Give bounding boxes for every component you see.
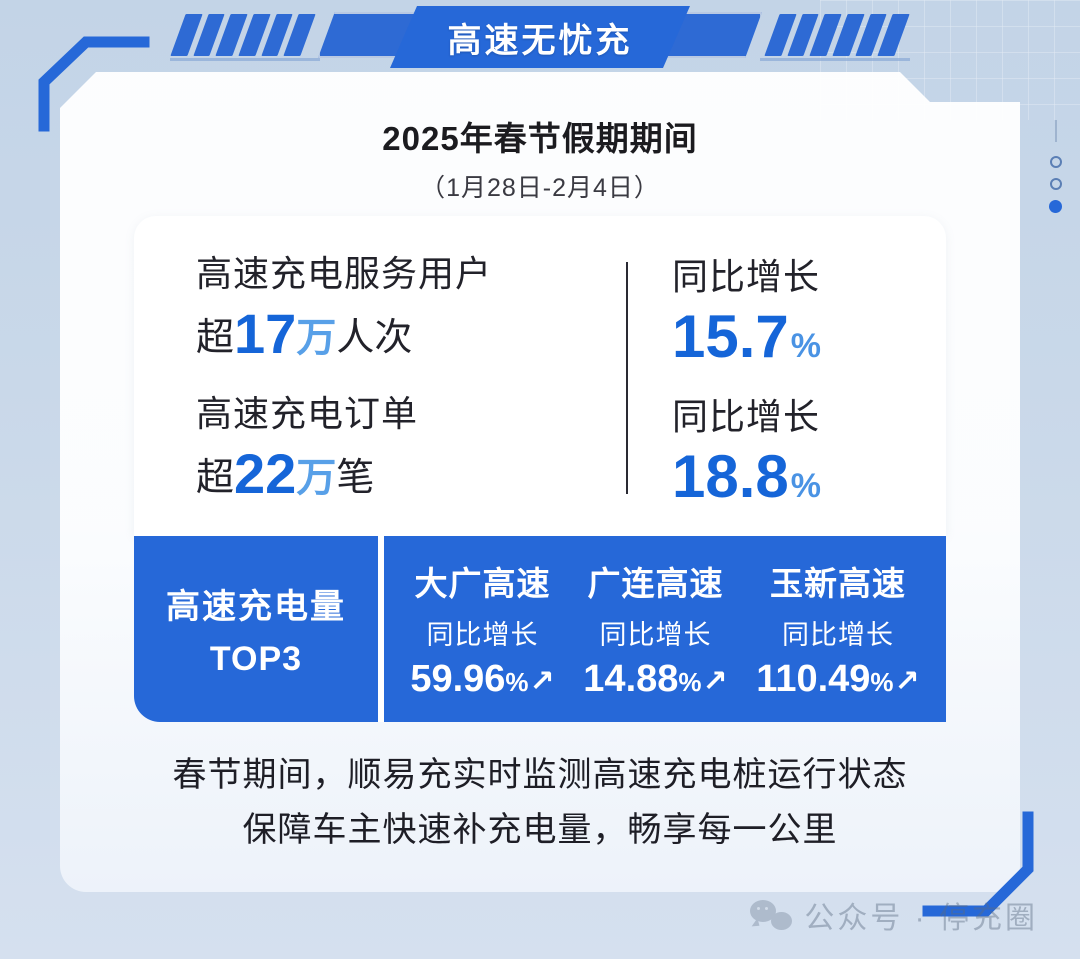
arrow-up-icon-3: ↗ (894, 665, 920, 698)
growth-value-users-wrap: 15.7% (672, 302, 946, 371)
highway-name-1: 大广高速 (414, 565, 551, 602)
stats-growth-orders: 同比增长 18.8% (614, 388, 946, 511)
footer-line-2: 保障车主快速补充电量，畅享每一公里 (242, 811, 838, 850)
arrow-up-icon-2: ↗ (702, 665, 728, 698)
highway-value-wrap-1: 59.96%↗ (410, 658, 554, 701)
growth-label-users: 同比增长 (672, 255, 821, 297)
side-dots-decoration (1049, 120, 1062, 213)
footer-description: 春节期间，顺易充实时监测高速充电桩运行状态 保障车主快速补充电量，畅享每一公里 (0, 748, 1080, 858)
header-title-plate: 高速无忧充 (390, 6, 690, 68)
top3-band: 高速充电量 TOP3 大广高速 同比增长 59.96%↗ 广连高速 同比增长 1… (134, 536, 946, 722)
stats-prefix-users: 超 (196, 316, 235, 359)
highway-name-2: 广连高速 (587, 565, 724, 602)
highway-unit-2: % (678, 667, 702, 697)
highway-item-1: 大广高速 同比增长 59.96%↗ (410, 557, 554, 701)
highway-value-1: 59.96 (410, 658, 506, 700)
watermark-text: 公众号 · 停充圈 (804, 902, 1038, 935)
highway-unit-3: % (870, 667, 894, 697)
stats-row-users: 高速充电服务用户 超17万人次 同比增长 15.7% (134, 244, 946, 374)
dot-tick (1054, 120, 1057, 142)
stats-left-users: 高速充电服务用户 超17万人次 (134, 251, 614, 367)
arrow-up-icon-1: ↗ (529, 665, 555, 698)
stats-number-orders: 22 (234, 441, 297, 505)
growth-value-orders-wrap: 18.8% (672, 442, 946, 511)
dot-filled (1049, 200, 1062, 213)
stats-label-users: 高速充电服务用户 (196, 252, 493, 294)
footer-line-1: 春节期间，顺易充实时监测高速充电桩运行状态 (172, 756, 908, 794)
watermark: 公众号 · 停充圈 (750, 893, 1038, 937)
dot-hollow-1 (1049, 156, 1062, 168)
header-banner: 高速无忧充 (0, 0, 1080, 88)
stats-growth-users: 同比增长 15.7% (614, 248, 946, 371)
stats-unit-users: 万 (296, 315, 337, 360)
stats-vertical-divider (626, 262, 628, 494)
stats-number-users: 17 (234, 301, 297, 365)
growth-value-orders: 18.8 (672, 442, 789, 510)
stats-suffix-orders: 笔 (336, 456, 375, 499)
subtitle-block: 2025年春节假期期间 （1月28日-2月4日） (0, 112, 1080, 204)
top3-title-line1: 高速充电量 (166, 588, 346, 626)
highway-name-3: 玉新高速 (769, 565, 906, 602)
highway-item-3: 玉新高速 同比增长 110.49%↗ (756, 557, 919, 701)
highway-value-3: 110.49 (756, 658, 871, 700)
highway-value-wrap-3: 110.49%↗ (756, 658, 919, 701)
highway-value-2: 14.88 (583, 658, 679, 700)
stats-row-orders: 高速充电订单 超22万笔 同比增长 18.8% (134, 384, 946, 514)
top3-divider (378, 536, 384, 722)
highway-item-2: 广连高速 同比增长 14.88%↗ (583, 557, 727, 701)
subtitle-date-range: （1月28日-2月4日） (420, 174, 660, 202)
header-stripes-right (764, 14, 910, 56)
stats-unit-orders: 万 (296, 455, 337, 500)
stats-label-orders: 高速充电订单 (196, 392, 419, 434)
highway-unit-1: % (505, 667, 529, 697)
top3-label-block: 高速充电量 TOP3 (134, 536, 378, 722)
growth-label-orders: 同比增长 (672, 395, 821, 437)
highway-yoy-label-1: 同比增长 (426, 620, 539, 650)
growth-percent-orders: % (790, 466, 822, 505)
header-stripes-left (170, 14, 316, 56)
page-title: 高速无忧充 (447, 21, 633, 60)
growth-percent-users: % (790, 326, 822, 365)
top3-data-block: 大广高速 同比增长 59.96%↗ 广连高速 同比增长 14.88%↗ 玉新高速… (384, 536, 946, 722)
highway-yoy-label-2: 同比增长 (599, 620, 712, 650)
dot-hollow-2 (1049, 178, 1062, 190)
header-underline-left (170, 58, 320, 61)
stats-card: 高速充电服务用户 超17万人次 同比增长 15.7% 高速充电订单 超22万笔 … (134, 216, 946, 536)
highway-yoy-label-3: 同比增长 (781, 620, 894, 650)
growth-value-users: 15.7 (672, 302, 789, 370)
highway-value-wrap-2: 14.88%↗ (583, 658, 727, 701)
top3-title-line2: TOP3 (209, 640, 303, 678)
stats-left-orders: 高速充电订单 超22万笔 (134, 391, 614, 507)
subtitle-main: 2025年春节假期期间 (382, 120, 698, 157)
header-underline-right (760, 58, 910, 61)
stats-prefix-orders: 超 (196, 456, 235, 499)
stats-suffix-users: 人次 (336, 316, 413, 359)
stats-value-orders: 超22万笔 (196, 440, 614, 507)
stats-value-users: 超17万人次 (196, 300, 614, 367)
wechat-icon (750, 900, 793, 930)
